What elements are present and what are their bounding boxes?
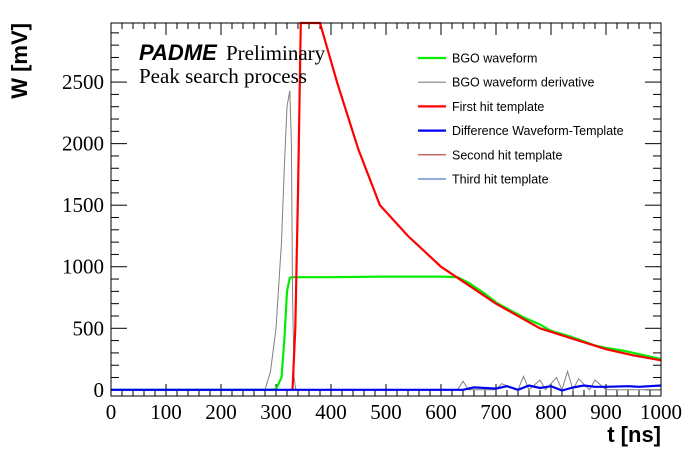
y-tick-label: 2000 [62, 132, 104, 156]
x-tick-label: 600 [425, 400, 457, 424]
x-tick-label: 800 [535, 400, 567, 424]
x-tick-label: 900 [590, 400, 622, 424]
legend-entry: Difference Waveform-Template [452, 124, 624, 138]
x-tick-label: 500 [370, 400, 402, 424]
series-line-1 [111, 90, 661, 392]
legend-entry: BGO waveform derivative [452, 76, 594, 90]
x-axis-label: t [ns] [607, 422, 661, 447]
plot-frame [110, 22, 662, 397]
series-line-2 [291, 21, 662, 390]
series-line-3 [111, 384, 662, 392]
y-tick-label: 1500 [62, 193, 104, 217]
y-tick-label: 500 [73, 316, 105, 340]
annotation-subtitle: Peak search process [139, 64, 307, 88]
x-tick-label: 400 [315, 400, 347, 424]
x-tick-label: 0 [106, 400, 117, 424]
x-tick-label: 200 [205, 400, 237, 424]
x-tick-label: 300 [260, 400, 292, 424]
series-line-0 [111, 275, 662, 391]
y-tick-label: 1000 [62, 255, 104, 279]
x-tick-label: 100 [150, 400, 182, 424]
x-tick-label: 700 [480, 400, 512, 424]
legend-entry: BGO waveform [452, 52, 537, 66]
legend-entry: Third hit template [452, 173, 549, 187]
legend-entry: Second hit template [452, 148, 563, 162]
legend-entry: First hit template [452, 100, 544, 114]
annotation-experiment: PADME [139, 40, 218, 65]
y-tick-label: 0 [94, 378, 105, 402]
annotation-status: Preliminary [226, 41, 326, 65]
y-tick-label: 2500 [62, 70, 104, 94]
y-axis-label: W [mV] [7, 23, 32, 99]
x-tick-label: 1000 [640, 400, 682, 424]
